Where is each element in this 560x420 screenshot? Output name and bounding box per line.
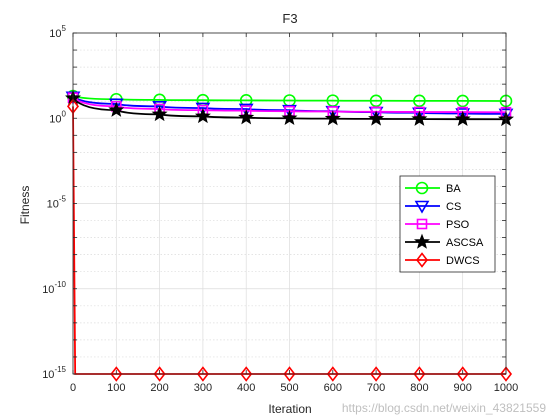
y-axis-title: Fitness <box>18 186 32 225</box>
legend-item-ba: BA <box>405 181 461 195</box>
x-tick-label: 400 <box>237 382 255 394</box>
y-tick-label: 105 <box>49 24 66 40</box>
data-point-cs <box>412 107 427 121</box>
y-tick-base: 10 <box>42 369 54 381</box>
data-point-dwcs <box>499 366 513 382</box>
axis-ticks <box>72 32 507 375</box>
data-point-ba <box>456 94 470 108</box>
x-axis-title: Iteration <box>268 402 311 416</box>
data-point-dwcs <box>326 366 339 382</box>
legend-item-pso: PSO <box>405 218 470 231</box>
data-point-ascsa <box>194 107 211 124</box>
data-point-cs <box>195 102 211 116</box>
legend-item-ascsa: ASCSA <box>405 233 484 249</box>
data-point-cs <box>152 101 167 114</box>
data-point-dwcs <box>110 366 123 382</box>
legend-marker <box>416 218 428 230</box>
data-point-cs <box>455 108 471 122</box>
legend-marker <box>415 181 429 195</box>
y-tick-exponent: -5 <box>59 195 67 204</box>
x-tick-label: 700 <box>367 382 385 394</box>
data-point-ascsa <box>108 101 125 117</box>
data-point-ba <box>153 93 166 107</box>
x-tick-label: 300 <box>194 382 212 394</box>
legend-label: BA <box>446 183 461 195</box>
watermark-text: https://blog.csdn.net/weixin_43821559 <box>342 401 546 415</box>
legend-marker <box>414 200 430 214</box>
legend-marker <box>415 252 429 268</box>
legend-label: PSO <box>446 219 470 231</box>
x-tick-label: 1000 <box>494 382 518 394</box>
series-ascsa <box>65 89 514 127</box>
legend-label: DWCS <box>446 255 480 267</box>
legend-item-cs: CS <box>405 200 461 214</box>
y-tick-label: 10-5 <box>47 195 67 211</box>
legend-item-dwcs: DWCS <box>405 252 480 268</box>
data-point-ba <box>413 94 426 108</box>
x-tick-label: 100 <box>107 382 125 394</box>
legend-label: CS <box>446 201 461 213</box>
y-tick-label: 100 <box>49 109 66 125</box>
data-point-cs <box>108 98 124 112</box>
data-point-dwcs <box>153 366 166 382</box>
data-point-ba <box>369 94 383 108</box>
y-tick-base: 10 <box>42 284 54 296</box>
data-point-ascsa <box>368 110 385 126</box>
data-point-dwcs <box>283 366 296 382</box>
legend-marker <box>414 233 430 249</box>
data-point-ascsa <box>281 109 298 126</box>
x-tick-label: 0 <box>70 382 76 394</box>
x-tick-label: 500 <box>280 382 298 394</box>
legend-label: ASCSA <box>446 237 484 249</box>
y-tick-label: 10-15 <box>42 365 66 381</box>
x-tick-label: 800 <box>410 382 428 394</box>
y-tick-label: 10-10 <box>42 280 66 296</box>
data-point-ascsa <box>238 109 255 125</box>
y-tick-exponent: 0 <box>62 109 67 118</box>
y-tick-exponent: -10 <box>54 280 66 289</box>
x-tick-label: 900 <box>454 382 472 394</box>
data-point-ascsa <box>324 110 341 126</box>
data-point-dwcs <box>240 366 253 382</box>
y-tick-exponent: 5 <box>62 24 67 33</box>
data-point-ascsa <box>151 105 168 122</box>
y-tick-exponent: -15 <box>54 365 66 374</box>
series-line-ba <box>72 95 507 102</box>
data-point-cs <box>238 103 254 117</box>
x-tick-labels: 0 100 200 300 400 500 600 700 800 900 1000 <box>70 382 518 394</box>
data-point-dwcs <box>413 366 426 382</box>
data-point-ascsa <box>454 110 471 126</box>
legend: BA CS PSO ASCSA DWCS <box>399 175 496 273</box>
data-point-dwcs <box>370 366 383 382</box>
y-tick-base: 10 <box>47 199 59 211</box>
x-tick-label: 600 <box>324 382 342 394</box>
x-tick-label: 200 <box>150 382 168 394</box>
y-tick-base: 10 <box>49 28 61 40</box>
y-tick-base: 10 <box>49 113 61 125</box>
chart-title: F3 <box>282 11 297 26</box>
data-point-dwcs <box>456 366 469 382</box>
data-point-ascsa <box>411 110 428 126</box>
data-point-dwcs <box>196 366 209 382</box>
